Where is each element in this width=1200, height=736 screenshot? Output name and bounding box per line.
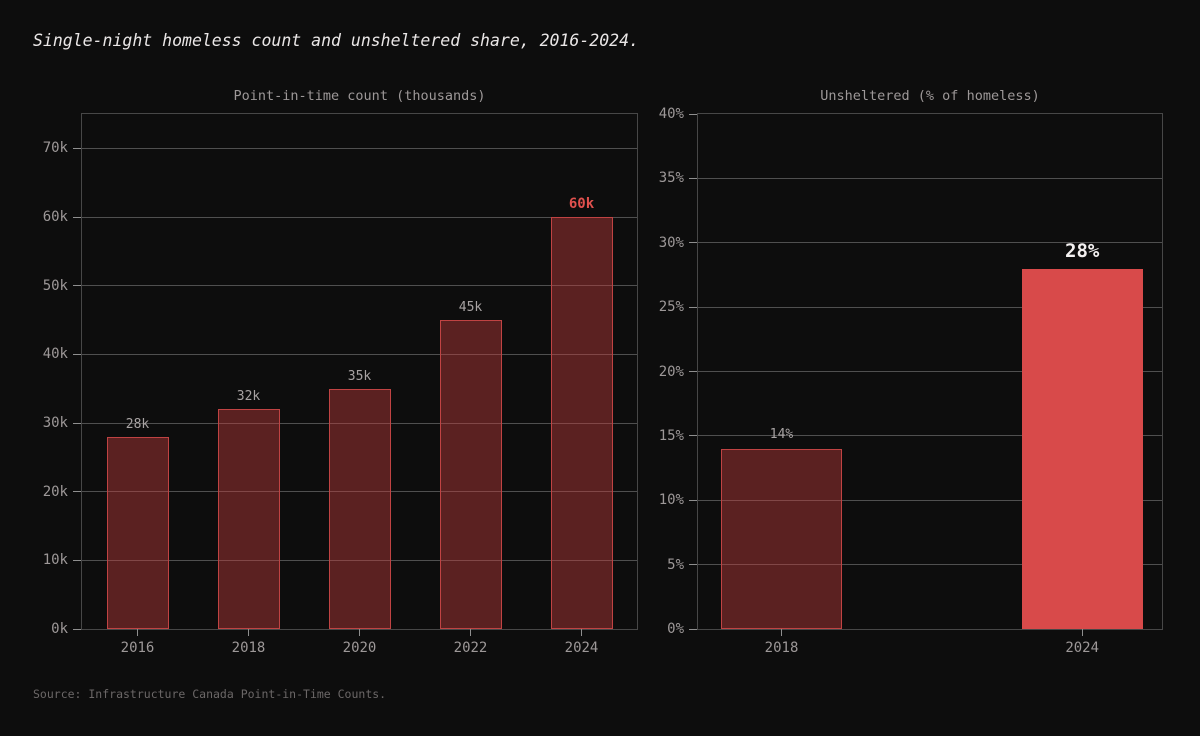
y-tick-mark-10k <box>73 559 81 561</box>
y-tick-label: 0% <box>667 621 684 637</box>
y-tick-mark-70k <box>73 147 81 149</box>
y-gridline-30k <box>82 422 637 424</box>
x-tick-label-2016: 2016 <box>120 640 155 656</box>
bar-2024 <box>550 217 613 629</box>
x-tick-mark-2016 <box>137 629 138 636</box>
bar-value-label-2018: 32k <box>236 389 261 405</box>
y-tick-label: 10k <box>42 552 68 569</box>
y-tick-label: 20% <box>658 363 684 380</box>
page-title: Single-night homeless count and unshelte… <box>33 31 639 50</box>
y-gridline-10% <box>698 499 1162 501</box>
y-tick-label: 5% <box>667 556 684 573</box>
bar-2022 <box>439 320 502 629</box>
x-tick-mark-2024 <box>1081 629 1083 636</box>
y-tick-mark-30% <box>689 242 697 244</box>
bar-value-label-2022: 45k <box>458 300 483 315</box>
y-tick-mark-40k <box>73 353 81 355</box>
bar-2024 <box>1021 268 1143 629</box>
y-tick-label: 50k <box>42 277 68 294</box>
right-chart-plot-area: 0% 5% 10% 15% 20% 25% 30% 35% 40% 14% 2018 28% 2024 <box>659 106 1163 656</box>
y-gridline-70k <box>82 147 637 149</box>
y-gridline-40k <box>82 353 637 355</box>
x-tick-label-2024: 2024 <box>1065 640 1100 656</box>
y-tick-mark-35% <box>689 177 697 179</box>
y-tick-mark-60k <box>73 216 81 218</box>
x-tick-mark-2020 <box>359 629 360 636</box>
y-tick-label: 15% <box>658 427 684 444</box>
x-tick-label-2024: 2024 <box>564 640 599 656</box>
y-gridline-50k <box>82 285 637 287</box>
y-tick-label: 60k <box>42 209 68 225</box>
y-tick-mark-0k <box>73 628 81 630</box>
y-tick-label: 10% <box>658 492 684 509</box>
y-tick-mark-50k <box>73 285 81 287</box>
y-tick-mark-0% <box>689 628 697 630</box>
y-gridline-25% <box>698 306 1162 308</box>
x-tick-mark-2022 <box>470 629 471 636</box>
y-tick-mark-40% <box>689 113 697 115</box>
y-tick-label: 30k <box>42 415 68 431</box>
source-note: Source: Infrastructure Canada Point-in-T… <box>33 687 387 701</box>
y-gridline-5% <box>698 564 1162 566</box>
x-tick-mark-2018 <box>248 629 249 636</box>
y-tick-mark-20k <box>73 491 81 493</box>
y-gridline-60k <box>82 216 637 218</box>
y-gridline-20% <box>698 371 1162 372</box>
bar-value-label-2018: 14% <box>769 426 794 442</box>
y-gridline-35% <box>698 177 1162 179</box>
bar-2018 <box>217 409 280 629</box>
left-chart-plot-area: 0k 10k 20k 30k 40k 50k 60k 70k 28k 2016 32k 2018 35k… <box>43 113 638 656</box>
y-tick-mark-5% <box>689 564 697 566</box>
bar-value-label-2016: 28k <box>125 416 150 432</box>
x-tick-label-2018: 2018 <box>764 640 799 656</box>
y-gridline-20k <box>82 491 637 493</box>
y-tick-label: 35% <box>658 170 684 187</box>
x-tick-label-2020: 2020 <box>342 640 377 656</box>
bar-value-label-2024: 28% <box>1065 239 1100 262</box>
y-gridline-15% <box>698 435 1162 437</box>
y-tick-label: 0k <box>51 621 68 637</box>
left-chart-title: Point-in-time count (thousands) <box>233 88 486 104</box>
y-tick-label: 25% <box>658 299 684 316</box>
x-tick-mark-2024 <box>581 629 582 636</box>
y-gridline-10k <box>82 559 637 561</box>
y-tick-mark-20% <box>689 371 697 372</box>
x-tick-label-2018: 2018 <box>231 640 266 656</box>
y-tick-mark-10% <box>689 499 697 501</box>
x-tick-mark-2018 <box>781 629 783 636</box>
bar-2016 <box>106 436 169 629</box>
right-chart-title: Unsheltered (% of homeless) <box>820 88 1040 104</box>
bar-value-label-2024: 60k <box>568 196 595 212</box>
y-tick-label: 40% <box>658 106 684 122</box>
y-tick-label: 20k <box>42 483 68 500</box>
x-tick-label-2022: 2022 <box>453 640 488 656</box>
bar-value-label-2020: 35k <box>347 368 372 384</box>
y-gridline-30% <box>698 242 1162 244</box>
bar-2018 <box>721 448 843 629</box>
y-tick-mark-25% <box>689 306 697 308</box>
y-tick-label: 30% <box>658 234 684 251</box>
y-tick-label: 70k <box>42 140 68 157</box>
y-tick-mark-15% <box>689 435 697 437</box>
bar-2020 <box>328 388 391 629</box>
y-tick-mark-30k <box>73 422 81 424</box>
y-tick-label: 40k <box>42 346 68 363</box>
